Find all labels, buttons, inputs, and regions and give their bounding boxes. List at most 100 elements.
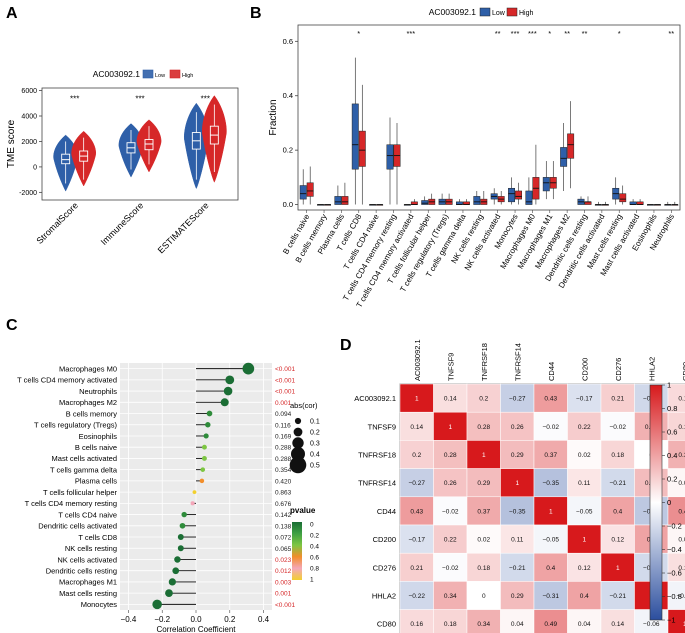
panel-c-xlabel: Correlation Coefficient [156,625,236,633]
panel-b-ytick-label: 0.4 [283,91,293,100]
panel-d-cell [399,496,434,526]
panel-d-col-label: TNFRSF14 [513,343,522,381]
panel-d-cell-value: 0.14 [678,565,685,572]
panel-d-cell [433,411,468,441]
panel-d-cell [533,524,568,554]
panel-a-ytick-label: 2000 [21,139,37,146]
panel-d-cell [399,468,434,498]
panel-d-cell [433,496,468,526]
panel-d-cell-value: −0.02 [442,508,459,515]
panel-d-cell-value: −0.21 [610,593,627,600]
panel-c-pvalue: 0.420 [275,478,292,485]
panel-d-colorbar-label: −0.2 [667,522,682,531]
panel-c-pvalue: 0.863 [275,490,292,497]
panel-b-legend-label-low: Low [492,10,506,17]
panel-c-dot [220,398,229,407]
panel-a-legend-swatch-low [142,69,154,79]
panel-a-ylabel: TME score [6,119,17,168]
panel-c-pvalue: <0.001 [275,377,295,384]
panel-d-cell [466,468,501,498]
panel-c-row-label: T cells CD4 naive [58,510,117,519]
panel-d-col-label: AC003092.1 [413,339,422,381]
panel-a-violin-chart: AC003092.1 Low High -2000 0 2000 4000 6000 TME s… [6,69,239,255]
panel-d-col-label: TNFSF9 [446,353,455,381]
panel-c-dot [223,386,233,396]
panel-d-cell-value: 0.11 [511,537,524,544]
panel-d-cell-value: −0.02 [610,424,627,431]
panel-a-xtick-label: StromalScore [34,200,80,246]
panel-d-cell-value: 0.04 [511,621,524,628]
panel-d-cell [466,440,501,469]
panel-d-cell [399,581,434,610]
panel-b-significance: ** [668,29,674,38]
panel-d-cell-value: 0.11 [578,480,591,487]
panel-c-pvalue: 0.012 [275,568,292,575]
panel-d-row-label: CD80 [377,620,396,629]
panel-d-cell-value: 0 [482,593,486,600]
panel-c-lollipop-chart: −0.4 −0.2 0.0 0.2 0.4 Correlation Coefficient… [17,362,320,633]
panel-c-row-label: Plasma cells [75,477,117,486]
panel-d-colorbar-label: 0.2 [667,475,677,484]
panel-b-significance: ** [495,29,501,38]
panel-d-cell-value: −0.05 [543,537,560,544]
panel-d-cell [600,496,635,526]
panel-b-title: AC003092.1 [429,7,477,17]
panel-d-cell-value: 0.29 [511,593,524,600]
panel-d-cell [567,552,602,582]
panel-d-cell [466,496,501,526]
panel-d-cell [466,524,501,554]
panel-c-pvalue: 0.094 [275,411,292,418]
panel-d-cell-value: 0.2 [412,452,421,459]
panel-d-cell [466,383,501,413]
panel-d-cell [600,581,635,610]
panel-c-pvalue: 0.676 [275,501,292,508]
panel-d-colorbar-label: 0 [667,498,671,507]
panel-d-cell [600,552,635,582]
panel-c-row-label: Mast cells resting [59,589,117,598]
panel-d-cell-value: −0.06 [677,593,685,600]
panel-c-dot [201,444,207,450]
panel-label-b: B [250,5,262,22]
panel-d-cell-value: −0.17 [409,537,426,544]
panel-b-box-low [473,196,481,205]
panel-a-significance: *** [70,94,79,103]
panel-d-col-label: CD80 [681,362,685,381]
panel-a-xtick-label: ImmuneScore [99,200,146,247]
panel-d-colorbar-label: −0.4 [667,545,682,554]
panel-c-dot [174,556,181,563]
panel-d-cell-value: 0.14 [410,424,423,431]
panel-d-cell [399,411,434,441]
panel-a-significance: *** [135,94,144,103]
panel-a-significance: *** [201,94,210,103]
panel-d-cell-value: 0.49 [544,621,557,628]
panel-d-colorbar-label: 1 [667,381,671,390]
panel-c-size-legend-dot [292,437,304,449]
panel-d-cell [399,383,434,413]
panel-d-cell-value: 0.21 [611,396,624,403]
panel-c-row-label: Macrophages M2 [59,398,117,407]
panel-b-box-low [299,185,307,200]
panel-d-cell-value: 0.14 [444,396,457,403]
panel-b-significance: *** [528,29,537,38]
panel-d-cell-value: −0.02 [543,424,560,431]
panel-d-correlation-heatmap: AC003092.1 AC003092.1 TNFSF9 TNFSF9 TNFRSF18… [354,339,685,633]
panel-c-row-label: Mast cells activated [52,454,117,463]
panel-d-cell-value: 0.4 [613,508,622,515]
panel-d-cell-value: 0.16 [678,396,685,403]
panel-c-size-legend-dot [293,427,303,437]
panel-c-row-label: T cells CD4 memory activated [17,376,117,385]
panel-d-colorbar-label: −0.8 [667,592,682,601]
panel-b-box-high [567,133,575,159]
panel-d-cell-value: 0.18 [678,424,685,431]
panel-d-cell-value: 1 [616,565,620,572]
panel-c-dot [181,511,187,518]
panel-d-cell [500,383,535,413]
panel-c-dot [177,545,184,552]
panel-a-frame [41,87,239,201]
panel-d-col-label: CD200 [580,358,589,381]
panel-d-cell [466,581,501,610]
panel-b-significance: * [548,29,551,38]
panel-d-cell [433,524,468,554]
panel-c-row-label: NK cells resting [65,544,117,553]
panel-c-dot [205,422,211,428]
